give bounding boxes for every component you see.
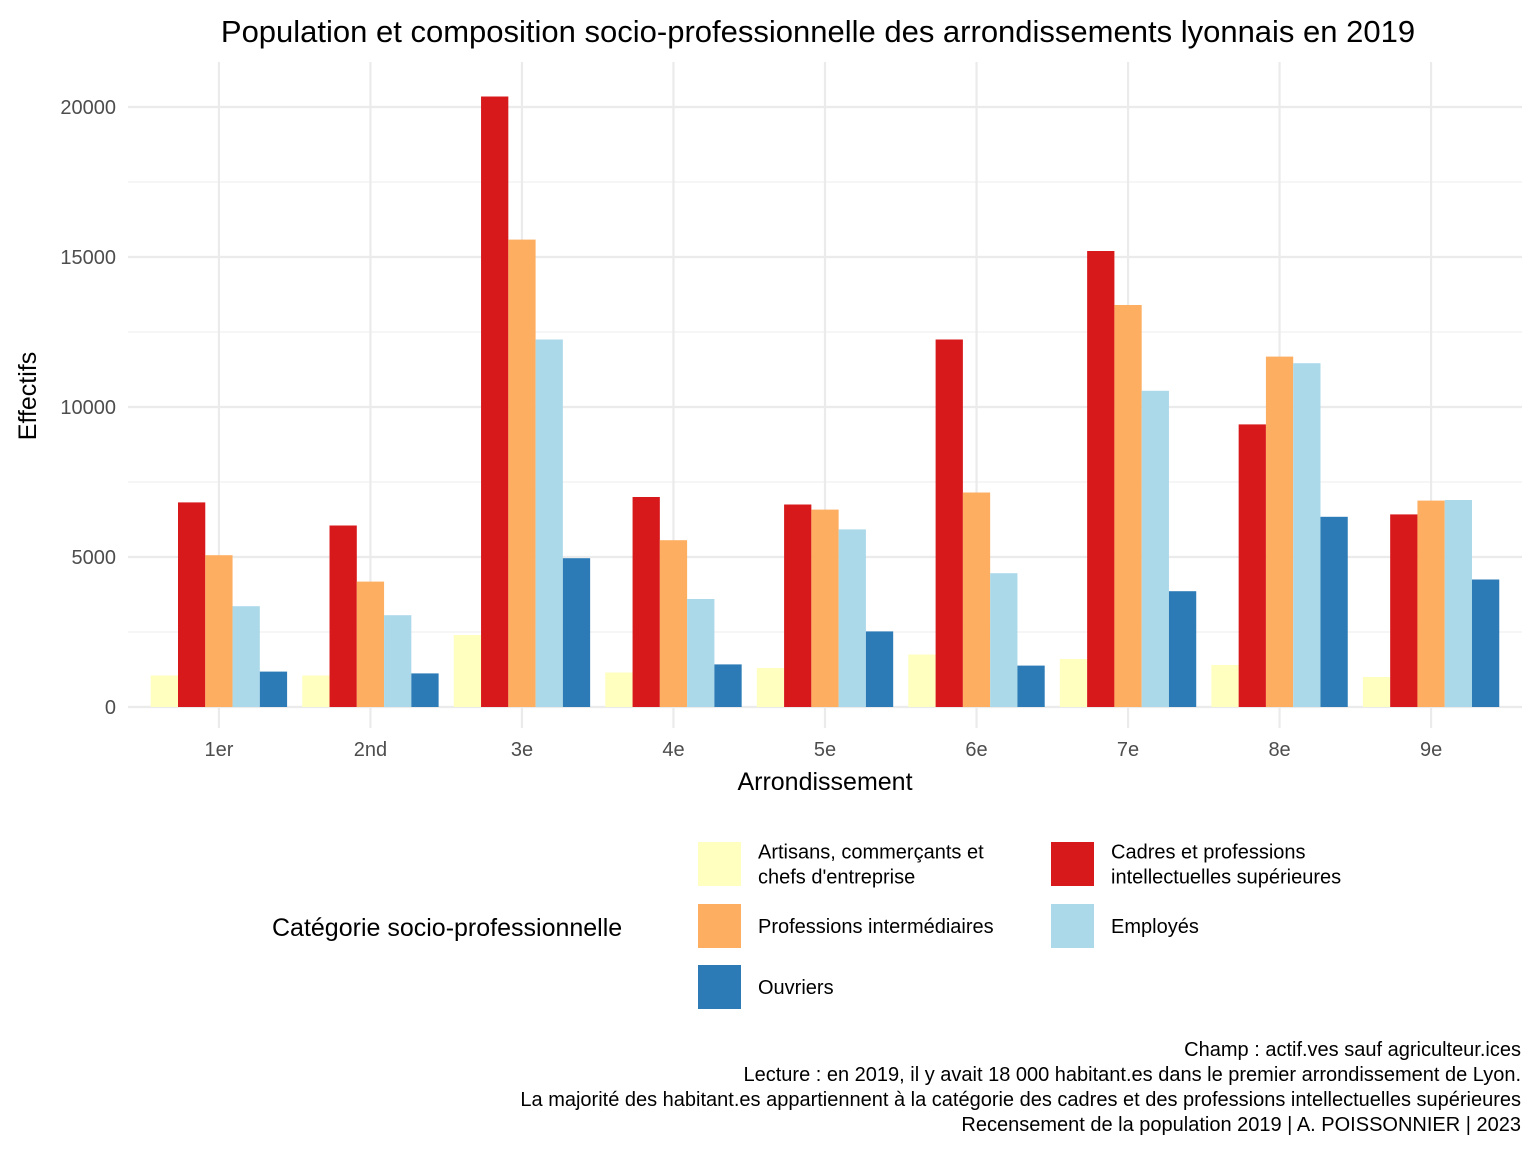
legend-swatch [698,842,741,886]
legend-swatch [1051,904,1094,948]
x-axis-title: Arrondissement [737,768,912,796]
bar [811,509,839,707]
legend-label: Ouvriers [758,977,834,999]
bar [259,671,288,707]
bar [1238,424,1266,707]
x-axis: 1er 2nd 3e 4e 5e 6e 7e 8e 9e [204,739,1442,761]
bar [962,492,991,707]
bar [150,675,179,707]
legend-label: Professions intermédiaires [758,916,994,938]
bar [1114,305,1142,707]
caption-line: La majorité des habitant.es appartiennen… [520,1089,1521,1111]
bar [1211,665,1239,707]
x-tick-label: 7e [1117,739,1139,761]
bar [865,631,894,707]
bar [1471,579,1500,707]
y-tick-label: 20000 [60,97,116,119]
bar [508,239,536,707]
legend-label: intellectuelles supérieures [1111,867,1341,889]
bar [1017,665,1045,707]
caption: Champ : actif.ves sauf agriculteur.ices L… [520,1039,1521,1136]
y-axis: 0 5000 10000 15000 20000 [60,97,116,719]
bar [1265,356,1294,707]
legend-title: Catégorie socio-professionnelle [272,914,622,942]
legend-label: chefs d'entreprise [758,867,915,889]
bar [1417,500,1445,707]
bar [714,664,742,707]
y-tick-label: 10000 [60,397,116,419]
bar [302,675,330,707]
bar [453,635,482,707]
x-tick-label: 5e [814,739,836,761]
bar [1293,363,1321,707]
bar [356,581,385,707]
bar [535,339,563,707]
x-tick-label: 1er [204,739,233,761]
bar [1087,251,1115,707]
bar [1168,591,1197,707]
bar [232,606,260,707]
legend: Artisans, commerçants et chefs d'entrepri… [698,842,1341,1009]
legend-swatch [1051,842,1094,886]
x-tick-label: 2nd [354,739,387,761]
bar [1059,659,1088,707]
y-tick-label: 0 [105,697,116,719]
caption-line: Recensement de la population 2019 | A. P… [961,1114,1521,1136]
x-tick-label: 3e [511,739,533,761]
bar [990,573,1018,707]
bar [1320,516,1348,707]
bar [1362,677,1391,707]
legend-swatch [698,904,741,948]
bar [384,615,412,707]
bar [329,525,357,707]
x-tick-label: 9e [1420,739,1442,761]
legend-label: Artisans, commerçants et [758,842,984,864]
bar [756,668,785,707]
chart-title: Population et composition socio-professi… [221,14,1415,49]
bar [659,540,688,707]
caption-line: Champ : actif.ves sauf agriculteur.ices [1184,1039,1521,1061]
legend-label: Cadres et professions [1111,842,1306,864]
y-axis-title: Effectifs [14,352,42,440]
y-tick-label: 5000 [72,547,117,569]
bar [562,558,591,707]
bar [838,529,866,707]
caption-line: Lecture : en 2019, il y avait 18 000 hab… [743,1064,1521,1086]
bar [1141,390,1169,707]
legend-swatch [698,965,741,1009]
bar [935,339,963,707]
bar [908,654,936,707]
y-tick-label: 15000 [60,247,116,269]
bar [784,504,812,707]
bar [687,599,715,707]
bars [150,96,1500,707]
x-tick-label: 4e [662,739,684,761]
bar [1444,500,1472,707]
x-tick-label: 6e [965,739,987,761]
bar [178,502,206,707]
bar [1390,514,1418,707]
bar [411,673,439,707]
bar [205,555,233,707]
bar [481,96,509,707]
bar [632,497,660,707]
bar [605,672,633,707]
x-tick-label: 8e [1268,739,1290,761]
legend-label: Employés [1111,916,1199,938]
